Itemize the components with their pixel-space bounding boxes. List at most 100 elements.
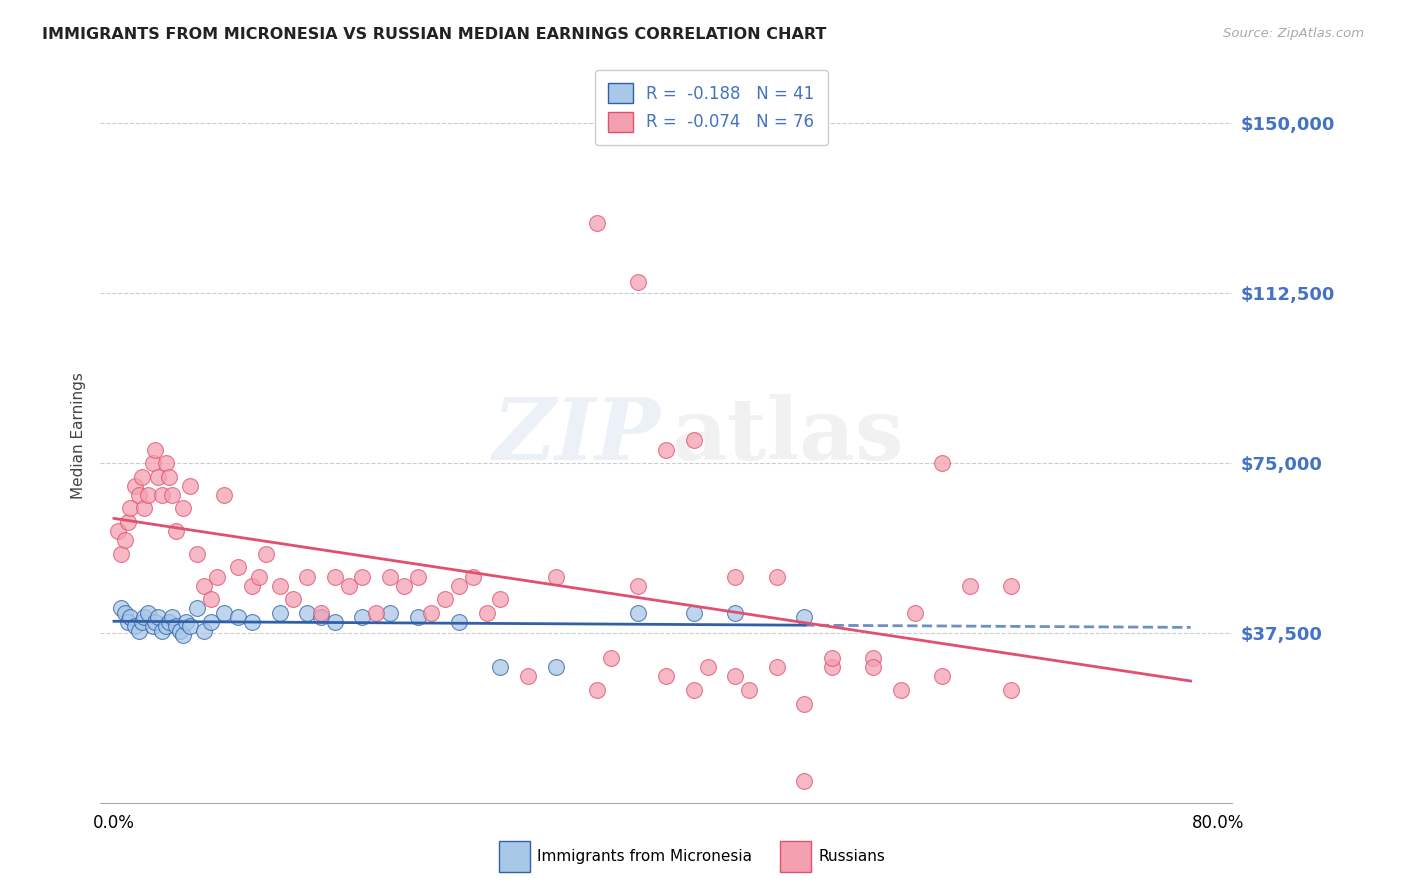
Point — [143, 442, 166, 457]
Point — [124, 619, 146, 633]
Point — [138, 606, 160, 620]
Point — [890, 682, 912, 697]
Point — [120, 610, 142, 624]
Point — [793, 697, 815, 711]
Point — [323, 569, 346, 583]
Point — [434, 592, 457, 607]
Point — [174, 615, 197, 629]
Point — [295, 569, 318, 583]
Point — [186, 547, 208, 561]
Point — [352, 569, 374, 583]
Point — [447, 615, 470, 629]
Point — [821, 651, 844, 665]
Point — [337, 578, 360, 592]
Point — [682, 606, 704, 620]
Point — [114, 606, 136, 620]
Point — [117, 615, 139, 629]
Point — [143, 615, 166, 629]
Point — [254, 547, 277, 561]
Point — [931, 669, 953, 683]
Point — [517, 669, 540, 683]
Point — [544, 660, 567, 674]
Point — [461, 569, 484, 583]
Point — [269, 578, 291, 592]
Point — [392, 578, 415, 592]
Text: Russians: Russians — [818, 849, 886, 864]
Point — [107, 524, 129, 538]
Point — [172, 501, 194, 516]
Point — [110, 547, 132, 561]
Point — [226, 560, 249, 574]
Point — [179, 479, 201, 493]
Point — [120, 501, 142, 516]
Point — [655, 669, 678, 683]
Point — [165, 524, 187, 538]
Point — [117, 515, 139, 529]
Point — [200, 592, 222, 607]
Point — [903, 606, 925, 620]
Point — [150, 488, 173, 502]
Point — [142, 619, 165, 633]
Point — [627, 578, 650, 592]
Point — [793, 610, 815, 624]
Point — [186, 601, 208, 615]
Point — [150, 624, 173, 638]
Point — [138, 488, 160, 502]
Point — [738, 682, 761, 697]
Point — [378, 606, 401, 620]
Point — [134, 610, 156, 624]
Point — [160, 610, 183, 624]
Text: IMMIGRANTS FROM MICRONESIA VS RUSSIAN MEDIAN EARNINGS CORRELATION CHART: IMMIGRANTS FROM MICRONESIA VS RUSSIAN ME… — [42, 27, 827, 42]
Point — [240, 578, 263, 592]
Point — [146, 469, 169, 483]
Point — [1000, 578, 1022, 592]
Point — [214, 488, 236, 502]
Point — [128, 624, 150, 638]
Point — [283, 592, 305, 607]
Point — [134, 501, 156, 516]
Text: Source: ZipAtlas.com: Source: ZipAtlas.com — [1223, 27, 1364, 40]
Point — [309, 606, 332, 620]
Point — [724, 606, 747, 620]
Point — [959, 578, 981, 592]
Point — [821, 660, 844, 674]
Point — [124, 479, 146, 493]
Text: ZIP: ZIP — [492, 394, 661, 477]
Point — [295, 606, 318, 620]
Point — [269, 606, 291, 620]
Point — [544, 569, 567, 583]
Point — [682, 434, 704, 448]
Point — [131, 469, 153, 483]
Point — [323, 615, 346, 629]
Point — [489, 592, 512, 607]
Point — [131, 615, 153, 629]
Point — [586, 682, 609, 697]
Point — [155, 619, 177, 633]
Point — [862, 651, 884, 665]
Point — [240, 615, 263, 629]
Point — [489, 660, 512, 674]
Text: atlas: atlas — [672, 394, 904, 478]
Text: Immigrants from Micronesia: Immigrants from Micronesia — [537, 849, 752, 864]
Point — [179, 619, 201, 633]
Point — [475, 606, 498, 620]
Point — [157, 615, 180, 629]
Point — [406, 569, 429, 583]
Point — [157, 469, 180, 483]
Point — [599, 651, 621, 665]
Point — [655, 442, 678, 457]
Point — [146, 610, 169, 624]
Point — [207, 569, 229, 583]
Legend: R =  -0.188   N = 41, R =  -0.074   N = 76: R = -0.188 N = 41, R = -0.074 N = 76 — [595, 70, 828, 145]
Point — [142, 456, 165, 470]
Point — [160, 488, 183, 502]
Point — [352, 610, 374, 624]
Point — [193, 624, 215, 638]
Point — [193, 578, 215, 592]
Point — [155, 456, 177, 470]
Point — [586, 216, 609, 230]
Point — [724, 669, 747, 683]
Point — [627, 606, 650, 620]
Point — [406, 610, 429, 624]
Point — [931, 456, 953, 470]
